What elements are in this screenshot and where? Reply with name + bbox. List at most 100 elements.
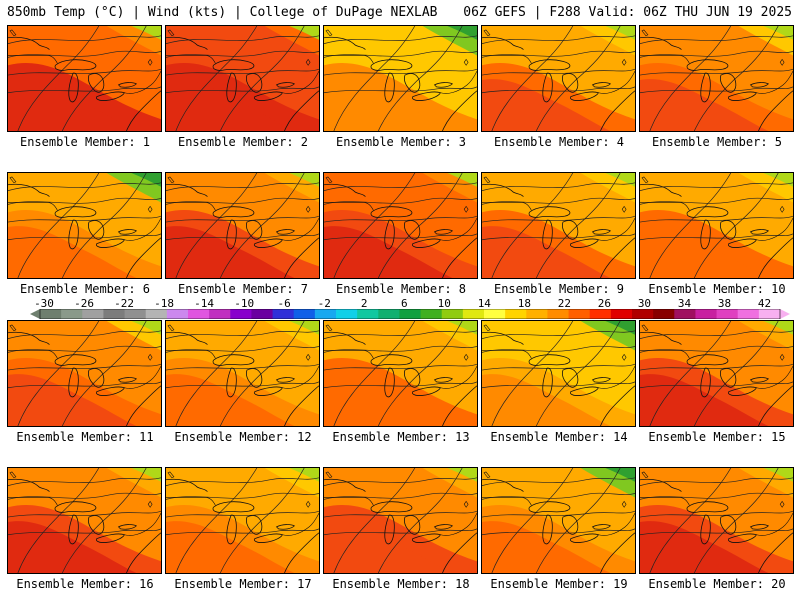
colorbar-outline	[39, 309, 781, 319]
coastline	[126, 90, 161, 131]
great-lake-outline	[569, 533, 600, 543]
border-line	[324, 202, 374, 211]
border-line	[324, 497, 374, 506]
ensemble-map-panel	[481, 25, 636, 132]
hot-temperature-core	[482, 226, 611, 278]
contour-line	[640, 197, 793, 205]
border-line	[166, 55, 216, 64]
colorbar-segment	[82, 309, 104, 319]
colorbar-tick-label: 30	[637, 297, 652, 310]
great-lake-outline	[562, 220, 579, 240]
coolest-temperature-area	[763, 173, 793, 187]
colorbar-tick-label: -22	[114, 297, 134, 310]
coolest-temperature-area	[447, 468, 477, 482]
temperature-field-map	[640, 26, 793, 131]
cool-temperature-area	[264, 173, 319, 203]
contour-line	[324, 50, 477, 58]
wind-marker	[621, 500, 627, 508]
ensemble-map-panel	[639, 320, 794, 427]
border-line	[756, 513, 793, 536]
contour-line	[482, 345, 635, 353]
contour-line	[482, 381, 635, 389]
wind-marker	[167, 324, 175, 332]
wind-marker	[621, 353, 627, 361]
wind-marker	[9, 324, 17, 332]
coastline	[8, 478, 50, 492]
contour-line	[8, 345, 161, 353]
contour-line	[640, 492, 793, 500]
colorbar-tick-label: -10	[234, 297, 255, 310]
contour-line	[693, 173, 779, 278]
colorbar-segment	[632, 309, 654, 319]
temperature-field-map	[166, 468, 319, 573]
border-line	[440, 366, 477, 389]
border-line	[640, 497, 690, 506]
ensemble-map-panel	[7, 25, 162, 132]
wind-marker	[463, 205, 469, 213]
border-line	[440, 513, 477, 536]
contour-line	[17, 321, 100, 426]
colorbar-segment	[357, 309, 379, 319]
border-line	[482, 497, 532, 506]
contour-line	[333, 321, 416, 426]
cool-temperature-area	[106, 321, 161, 351]
colorbar-segment	[737, 309, 760, 319]
coastline	[284, 385, 319, 426]
coastline	[166, 331, 208, 345]
great-lake-outline	[54, 59, 97, 71]
coastline	[8, 183, 50, 197]
ensemble-map-panel	[7, 320, 162, 427]
great-lake-outline	[253, 238, 284, 248]
great-lake-outline	[591, 524, 611, 530]
colorbar-tick-label: -18	[154, 297, 175, 310]
coolest-temperature-area	[131, 173, 161, 187]
contour-line	[640, 35, 793, 44]
contour-line	[491, 173, 574, 278]
great-lake-outline	[686, 59, 729, 71]
great-lake-outline	[88, 515, 105, 535]
contour-line	[482, 182, 635, 191]
temperature-field-map	[324, 26, 477, 131]
wind-marker	[147, 353, 153, 361]
contour-line	[324, 345, 477, 353]
great-lake-outline	[528, 59, 571, 71]
border-line	[482, 202, 532, 211]
wind-marker	[621, 205, 627, 213]
coastline	[8, 36, 50, 50]
contour-line	[175, 321, 258, 426]
ensemble-member-label: Ensemble Member: 2	[177, 135, 309, 149]
colorbar-strip	[30, 309, 790, 319]
border-line	[8, 55, 58, 64]
border-line	[598, 366, 635, 389]
colorbar-tick-label: 10	[437, 297, 451, 310]
colorbar-segment	[653, 309, 675, 319]
colorbar-tick-label: 38	[717, 297, 732, 310]
colorbar-tick-label: 34	[677, 297, 692, 310]
coastline	[166, 478, 208, 492]
contour-line	[640, 381, 793, 389]
map-title: 850mb Temp (°C) | Wind (kts) | College o…	[7, 5, 438, 20]
contour-line	[482, 330, 635, 339]
great-lake-outline	[542, 514, 553, 545]
wind-marker	[325, 324, 333, 332]
colorbar-tick-label: -26	[74, 297, 94, 310]
border-line	[756, 218, 793, 241]
great-lake-outline	[212, 354, 255, 366]
contour-line	[640, 233, 793, 241]
contour-line	[8, 330, 161, 339]
ensemble-member-label: Ensemble Member: 4	[493, 135, 625, 149]
great-lake-outline	[117, 377, 137, 383]
ensemble-map-panel	[323, 172, 478, 279]
contour-line	[535, 26, 621, 131]
coastline	[640, 478, 682, 492]
great-lake-outline	[212, 206, 255, 218]
contour-line	[61, 26, 147, 131]
great-lake-outline	[433, 524, 453, 530]
ensemble-map-panel	[165, 25, 320, 132]
contour-line	[482, 35, 635, 44]
temperature-field-map	[482, 26, 635, 131]
temperature-field-map	[482, 468, 635, 573]
wind-marker	[463, 500, 469, 508]
contour-line	[640, 345, 793, 353]
wind-marker	[641, 29, 649, 37]
